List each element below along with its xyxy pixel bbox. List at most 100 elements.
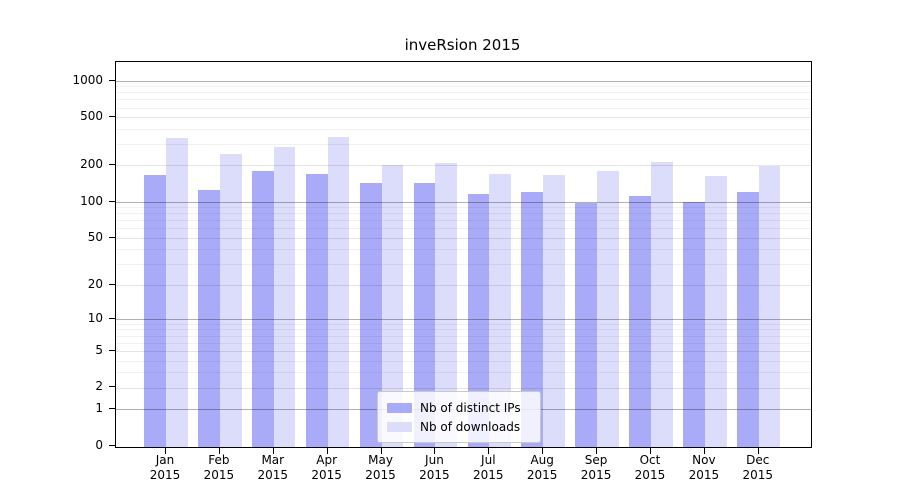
bar-ips-sep — [575, 202, 598, 447]
ytick-mark-2 — [109, 386, 115, 388]
xtick-year: 2015 — [257, 468, 289, 482]
gridline-5 — [116, 350, 811, 352]
xtick-month: Jun — [425, 453, 444, 467]
ytick-mark-10 — [109, 317, 115, 319]
xtick-label-mar: Mar 2015 — [246, 453, 300, 483]
bar-ips-jul — [467, 194, 490, 447]
xtick-year: 2015 — [149, 468, 181, 482]
legend: Nb of distinct IPs Nb of downloads — [377, 391, 541, 443]
gridline-70 — [116, 220, 811, 222]
gridline-50 — [116, 237, 811, 239]
xtick-label-jun: Jun 2015 — [407, 453, 461, 483]
ytick-label-500: 500 — [80, 109, 103, 124]
xtick-month: Jul — [481, 453, 496, 467]
xtick-year: 2015 — [688, 468, 720, 482]
ytick-label-50: 50 — [87, 229, 103, 244]
bar-ips-apr — [305, 173, 328, 447]
bar-ips-dec — [737, 192, 759, 447]
xtick-month: Oct — [639, 453, 661, 467]
legend-label-ips: Nb of distinct IPs — [420, 400, 521, 415]
ytick-label-1000: 1000 — [72, 72, 103, 87]
legend-row-ips: Nb of distinct IPs — [387, 398, 531, 417]
xtick-mark-jun — [434, 448, 436, 454]
bar-ips-jun — [413, 182, 436, 447]
ytick-mark-1 — [109, 407, 115, 409]
bar-downloads-may — [381, 165, 404, 447]
xtick-mark-mar — [272, 448, 274, 454]
gridline-90 — [116, 207, 811, 209]
bar-downloads-dec — [758, 165, 781, 447]
xtick-year: 2015 — [526, 468, 558, 482]
xtick-label-dec: Dec 2015 — [731, 453, 785, 483]
gridline-600 — [116, 107, 811, 109]
bar-downloads-oct — [650, 162, 673, 447]
gridline-8 — [116, 329, 811, 331]
xtick-month: Mar — [261, 453, 285, 467]
xtick-month: Apr — [316, 453, 338, 467]
legend-swatch-ips — [387, 402, 412, 413]
bar-downloads-feb — [219, 154, 242, 447]
xtick-year: 2015 — [580, 468, 612, 482]
xtick-label-oct: Oct 2015 — [623, 453, 677, 483]
gridline-3 — [116, 372, 811, 374]
bar-ips-nov — [683, 202, 705, 447]
gridline-80 — [116, 213, 811, 215]
xtick-mark-may — [380, 448, 382, 454]
bar-downloads-nov — [704, 176, 727, 447]
gridline-4 — [116, 360, 811, 362]
bar-downloads-sep — [597, 170, 619, 447]
xtick-month: Nov — [692, 453, 716, 467]
xtick-mark-jan — [165, 448, 166, 454]
bar-ips-aug — [521, 192, 544, 447]
gridline-40 — [116, 249, 811, 251]
ytick-mark-0 — [109, 444, 115, 446]
ytick-label-2: 2 — [95, 379, 103, 394]
xtick-mark-apr — [326, 448, 328, 454]
ytick-mark-100 — [109, 200, 115, 202]
xtick-label-sep: Sep 2015 — [569, 453, 623, 483]
gridline-700 — [116, 99, 811, 101]
ytick-mark-50 — [109, 236, 115, 238]
chart-title: inveRsion 2015 — [404, 36, 521, 54]
xtick-month: Feb — [208, 453, 230, 467]
xtick-mark-feb — [218, 448, 220, 454]
xtick-year: 2015 — [634, 468, 666, 482]
xtick-month: Dec — [746, 453, 770, 467]
ytick-label-5: 5 — [95, 342, 103, 357]
xtick-mark-dec — [757, 448, 759, 454]
gridline-400 — [116, 128, 811, 130]
gridline-30 — [116, 264, 811, 266]
gridline-7 — [116, 335, 811, 337]
gridline-200 — [116, 165, 811, 167]
gridline-1000 — [116, 80, 811, 82]
bar-ips-feb — [198, 189, 220, 447]
xtick-year: 2015 — [203, 468, 235, 482]
xtick-label-jul: Jul 2015 — [461, 453, 515, 483]
gridline-9 — [116, 323, 811, 325]
xtick-month: Aug — [530, 453, 554, 467]
legend-swatch-downloads — [387, 421, 412, 432]
ytick-mark-20 — [109, 283, 115, 285]
bar-ips-oct — [629, 196, 651, 447]
xtick-month: Jan — [155, 453, 175, 467]
xtick-label-may: May 2015 — [354, 453, 408, 483]
bar-downloads-jun — [435, 162, 458, 447]
bar-downloads-aug — [543, 175, 565, 447]
bar-ips-jan — [144, 175, 166, 447]
ytick-label-0: 0 — [95, 437, 103, 452]
xtick-year: 2015 — [742, 468, 773, 482]
bar-downloads-jul — [489, 173, 511, 447]
xtick-mark-sep — [596, 448, 598, 454]
gridline-300 — [116, 144, 811, 145]
bar-ips-mar — [252, 170, 274, 447]
xtick-mark-nov — [703, 448, 705, 454]
ytick-mark-200 — [109, 164, 115, 166]
xtick-label-feb: Feb 2015 — [192, 453, 246, 483]
ytick-label-100: 100 — [80, 193, 103, 208]
gridline-500 — [116, 117, 811, 119]
gridline-800 — [116, 92, 811, 94]
gridline-60 — [116, 228, 811, 230]
ytick-label-20: 20 — [87, 276, 103, 291]
ytick-label-1: 1 — [95, 400, 103, 415]
